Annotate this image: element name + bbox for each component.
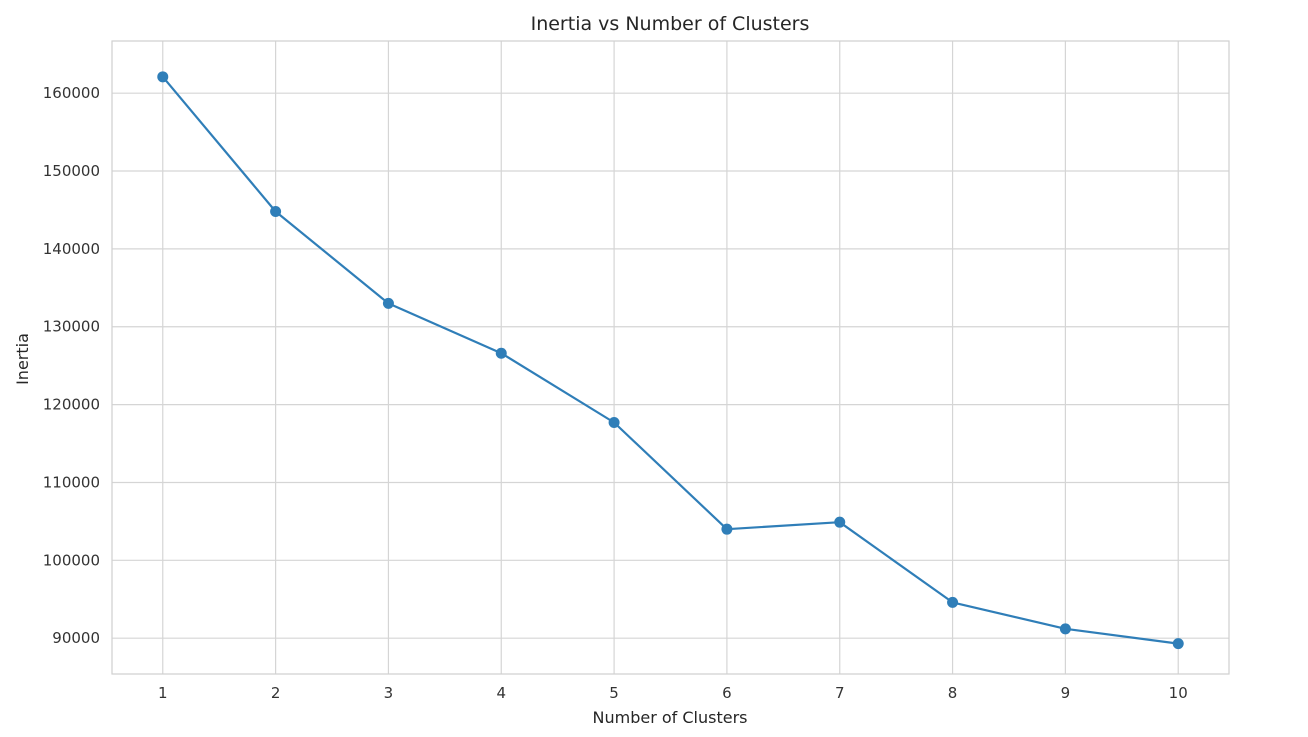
data-point-marker [834,516,846,528]
data-point-marker [382,297,394,309]
vertical-gridlines [162,41,1179,674]
y-tick-label: 90000 [52,629,100,647]
y-tick-label: 160000 [43,84,100,102]
x-tick-label: 8 [948,684,958,702]
x-tick-label: 9 [1061,684,1071,702]
data-point-marker [157,71,169,83]
data-point-marker [1172,638,1184,650]
chart-title: Inertia vs Number of Clusters [531,13,810,35]
x-tick-label: 4 [496,684,506,702]
y-tick-label: 120000 [43,396,100,414]
data-point-marker [947,596,959,608]
x-axis-tick-labels: 1 2 3 4 5 6 7 8 9 10 [158,684,1188,702]
data-point-marker [721,523,733,535]
x-tick-label: 5 [609,684,619,702]
y-tick-label: 130000 [43,318,100,336]
x-tick-label: 10 [1169,684,1188,702]
inertia-data-points [157,71,1184,650]
y-tick-label: 100000 [43,551,100,569]
inertia-series-line [161,76,1179,645]
data-point-marker [1059,623,1071,635]
x-tick-label: 7 [835,684,845,702]
data-point-marker [608,417,620,429]
y-axis-label: Inertia [13,333,32,385]
y-tick-label: 110000 [43,473,100,491]
x-tick-label: 3 [384,684,394,702]
x-tick-label: 6 [722,684,732,702]
y-tick-label: 150000 [43,162,100,180]
x-tick-label: 1 [158,684,168,702]
horizontal-gridlines [112,92,1229,639]
data-point-marker [270,206,282,218]
plot-area-frame [111,40,1230,675]
x-tick-label: 2 [271,684,281,702]
y-tick-label: 140000 [43,240,100,258]
data-point-marker [495,347,507,359]
x-axis-label: Number of Clusters [593,708,748,727]
y-axis-tick-labels: 90000 100000 110000 120000 130000 140000 15000… [43,84,100,647]
